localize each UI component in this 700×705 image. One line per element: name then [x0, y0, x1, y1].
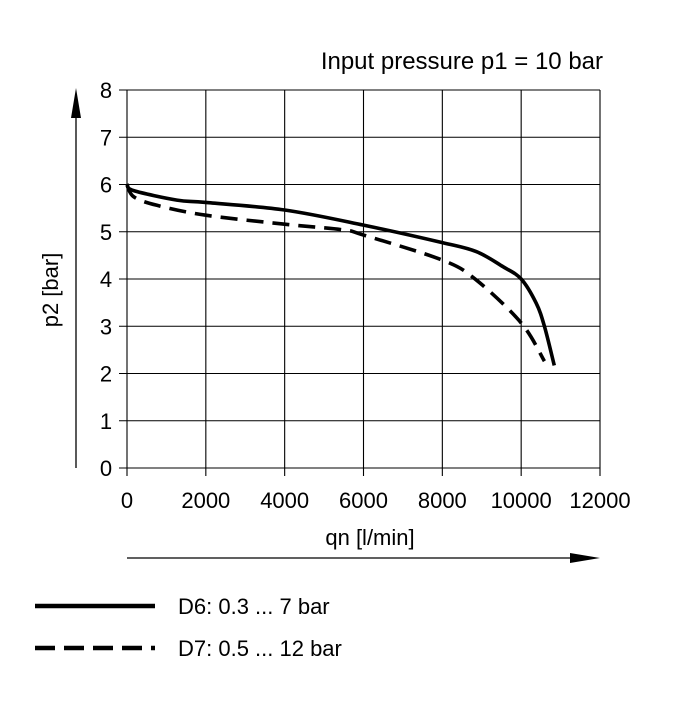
y-tick-label: 3: [100, 314, 112, 339]
y-tick-label: 7: [100, 125, 112, 150]
grid: [119, 89, 601, 476]
legend: D6: 0.3 ... 7 bar D7: 0.5 ... 12 bar: [35, 594, 342, 661]
tick-labels: 0 2000 4000 6000 8000 10000 12000 0 1 2 3 4 5 6 7 8: [100, 78, 631, 513]
series-line-2: [125, 183, 546, 363]
series-lines: [125, 183, 557, 366]
y-axis-arrow: [71, 88, 81, 468]
y-tick-label: 8: [100, 78, 112, 103]
y-tick-label: 4: [100, 267, 112, 292]
y-axis-label: p2 [bar]: [38, 253, 63, 328]
x-tick-label: 6000: [339, 488, 388, 513]
y-tick-label: 6: [100, 173, 112, 198]
y-tick-label: 2: [100, 362, 112, 387]
x-axis-label: qn [l/min]: [325, 525, 414, 550]
x-tick-label: 8000: [418, 488, 467, 513]
legend-label-d7: D7: 0.5 ... 12 bar: [178, 636, 342, 661]
x-tick-label: 2000: [181, 488, 230, 513]
y-tick-label: 5: [100, 220, 112, 245]
x-tick-label: 4000: [260, 488, 309, 513]
x-tick-label: 0: [121, 488, 133, 513]
y-tick-label: 0: [100, 456, 112, 481]
y-tick-label: 1: [100, 409, 112, 434]
x-axis-arrow: [127, 553, 600, 563]
legend-label-d6: D6: 0.3 ... 7 bar: [178, 594, 330, 619]
chart-title: Input pressure p1 = 10 bar: [321, 48, 603, 75]
series-line-1: [125, 183, 557, 366]
x-tick-label: 12000: [569, 488, 630, 513]
x-tick-label: 10000: [491, 488, 552, 513]
